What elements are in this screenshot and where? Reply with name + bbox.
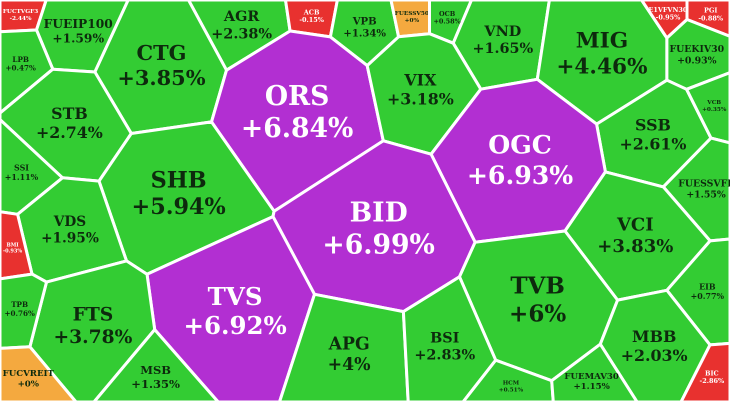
cell-name: TPB [11,300,28,309]
cell-name: VCB [706,100,721,106]
cell-name: FUCVREIT [3,369,55,379]
cell-value-label: +3.85% [117,65,205,90]
cell-value-label: -0.88% [698,14,723,22]
cell-name: SSI [14,164,29,173]
cell-name: FTS [73,304,114,326]
cell-value-label: +4% [328,355,371,375]
cell-value-label: +1.15% [573,382,609,392]
cell-name: LPB [12,55,29,64]
cell-value-label: +0.51% [499,387,524,393]
cell-value-label: +6.92% [183,311,286,340]
cell-name: ACB [303,8,320,16]
cell-value-label: +3.83% [597,236,673,257]
cell-name: STB [51,104,88,123]
cell-name: MIG [576,28,628,53]
cell-name: APG [328,334,370,354]
cell [679,341,730,402]
cell-value-label: +4.46% [556,54,647,79]
cell-name: AGR [223,8,260,25]
cell-value-label: +6.84% [241,113,353,144]
cell-value-label: +1.65% [472,40,533,57]
cell-name: OCB [439,10,456,18]
cell-name: CTG [136,40,186,65]
cell-name: VPB [352,16,377,27]
cell-value-label: +2.74% [36,123,103,142]
cell-value-label: -0.95% [656,14,681,22]
cell-name: ORS [265,81,330,112]
cell [685,0,730,38]
cell-value-label: -2.86% [700,377,725,385]
cell-value-label: +1.34% [343,28,386,39]
cell-name: VCI [616,214,654,235]
cell-name: SSB [635,116,671,135]
cell-name: MSB [140,363,171,377]
cell-value-label: +0.76% [4,309,35,318]
cell-value-label: -0.15% [299,16,324,24]
cell-name: BSI [430,329,460,346]
cell-value-label: +2.38% [211,26,272,43]
cell-value-label: +1.35% [131,377,180,391]
cell-name: FUEMAV30 [564,372,619,382]
cell-value-label: +0.77% [691,292,725,301]
cell-value-label: +0% [405,18,420,24]
cell [550,342,639,402]
cell-name: TVS [208,282,263,311]
cell-value-label: +3.18% [387,90,454,109]
cell-name: VDS [53,214,86,230]
cell-name: FUCTVGF3 [3,9,38,15]
cell [0,345,78,402]
cell-value-label: +2.61% [620,135,687,154]
cell-value-label: +3.78% [53,326,132,348]
cell-name: FUESSVFL [678,178,730,189]
cell-value-label: +1.55% [686,190,726,201]
cell-value-label: +0.93% [677,55,717,66]
cell-value-label: +0% [18,379,39,389]
cell-name: MBB [632,327,676,346]
cell-name: OGC [488,130,552,160]
cell-name: BIC [705,369,719,377]
cell-value-label: +0.35% [702,107,727,113]
cell-name: EIB [699,282,716,291]
cell-name: BMI [6,242,19,248]
cell-name: BID [350,197,408,228]
cell-name: VIX [403,71,437,90]
cell-name: E1VFVN30 [648,6,687,14]
cell [92,328,220,402]
cell-name: TVB [510,273,564,300]
cell-name: PGI [704,7,717,15]
cell-value-label: +1.11% [5,173,39,182]
cell-name: HCM [503,380,520,386]
cell-name: FUEIP100 [44,17,113,31]
cell-name: SHB [151,167,207,193]
cell-value-label: +6.99% [322,229,434,260]
cell-value-label: +1.95% [41,231,99,247]
cell-value-label: +1.59% [52,32,104,46]
cell-value-label: -0.93% [3,249,22,255]
cell-name: FUEKIV30 [669,44,724,55]
cell-value-label: -2.44% [10,16,32,22]
cell-value-label: +6.93% [467,160,573,190]
cell-value-label: +0.47% [6,64,37,73]
cell-name: FUESSV50 [395,11,429,17]
cell-value-label: +6% [509,300,566,327]
cell-value-label: +0.58% [433,18,460,26]
cell-value-label: +5.94% [132,194,226,220]
cell-name: VND [483,23,521,40]
cell-value-label: +2.03% [621,346,688,365]
cell-value-label: +2.83% [414,347,475,364]
